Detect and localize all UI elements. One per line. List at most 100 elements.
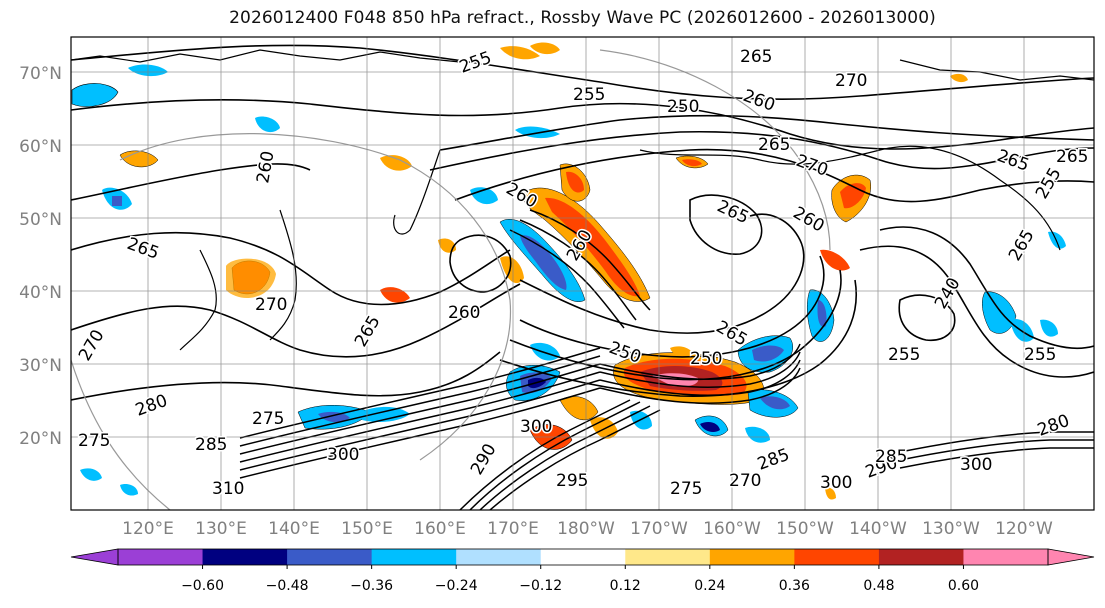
- contour-label: 275: [252, 409, 284, 429]
- contour-line: [519, 255, 825, 358]
- contour-label: 255: [888, 345, 920, 365]
- contour-line: [859, 245, 1094, 378]
- contour-line: [509, 229, 625, 329]
- colorbar-tick-label: 0.12: [610, 578, 641, 594]
- anomaly-patch: [500, 256, 524, 284]
- contour-line: [71, 44, 1094, 100]
- contour-line: [529, 209, 651, 311]
- contour-line: [71, 98, 1094, 150]
- colorbar-bin: [709, 549, 795, 565]
- anomaly-patch: [745, 426, 770, 443]
- colorbar-tick-label: −0.12: [519, 578, 562, 594]
- contour-label: 270: [729, 471, 761, 491]
- anomaly-patch: [820, 249, 850, 271]
- anomaly-patch: [226, 258, 276, 298]
- contour-line: [71, 231, 511, 306]
- lon-label: 170°E: [487, 519, 539, 539]
- colorbar-outline: [117, 548, 1049, 566]
- contour-line: [439, 114, 1094, 151]
- contour-line: [899, 431, 1094, 453]
- anomaly-patch: [670, 346, 694, 358]
- colorbar-tick-label: −0.48: [266, 578, 309, 594]
- contour-label: 270: [255, 295, 287, 315]
- contour-line: [429, 130, 1094, 171]
- anomaly-patch: [500, 46, 540, 60]
- contour-label: 260: [448, 303, 480, 323]
- colorbar-tick-label: 0.48: [863, 578, 894, 594]
- anomaly-patch: [752, 345, 784, 362]
- latitude-labels: 70°N 60°N 50°N 40°N 30°N 20°N: [19, 64, 62, 449]
- contour-label: 275: [78, 431, 110, 451]
- contour-line: [239, 371, 601, 463]
- contour-line: [879, 226, 1094, 350]
- anomaly-patch: [982, 291, 1017, 334]
- contour-line: [599, 351, 801, 388]
- coastline: [639, 145, 1061, 251]
- colorbar-bin: [963, 549, 1049, 565]
- contour-line: [239, 363, 601, 455]
- contour-label: 300: [820, 473, 852, 493]
- contour-label: 275: [670, 479, 702, 499]
- anomaly-patch: [80, 468, 102, 481]
- lon-label: 160°W: [703, 519, 761, 539]
- jet-contours: [239, 209, 1094, 510]
- contour-line: [71, 283, 521, 358]
- anomaly-patch: [380, 155, 412, 171]
- contour-line: [454, 148, 1094, 203]
- contour-line: [71, 351, 501, 401]
- anomaly-patch: [255, 116, 280, 133]
- lat-label: 50°N: [19, 210, 62, 230]
- anomaly-patch: [1048, 231, 1066, 249]
- lon-label: 120°W: [995, 519, 1053, 539]
- contour-line: [519, 213, 805, 334]
- coastline: [269, 209, 297, 341]
- anomaly-patch: [1040, 319, 1058, 337]
- contour-line: [898, 294, 956, 341]
- contour-line: [449, 234, 512, 293]
- contour-label: 265: [740, 47, 772, 67]
- colorbar-tick-label: −0.24: [435, 578, 478, 594]
- contour-line: [459, 399, 631, 510]
- colorbar-bin: [540, 549, 626, 565]
- lon-label: 140°W: [849, 519, 907, 539]
- shaded-anomalies: [71, 42, 1066, 500]
- lat-label: 60°N: [19, 137, 62, 157]
- colorbar-bin: [202, 549, 288, 565]
- anomaly-patch: [682, 159, 702, 167]
- anomaly-patch: [520, 235, 567, 290]
- anomaly-patch: [120, 484, 138, 496]
- colorbar-bin: [456, 549, 542, 565]
- contour-label: 295: [556, 471, 588, 491]
- contour-label: 250: [690, 349, 722, 369]
- anomaly-patch: [950, 73, 968, 83]
- colorbar-tick-label: 0.60: [948, 578, 979, 594]
- colorbar-extend-low: [70, 548, 119, 566]
- colorbar-tick-label: 0.24: [694, 578, 725, 594]
- colorbar-bin: [625, 549, 711, 565]
- plot-frame: [70, 36, 1095, 511]
- anomaly-patch: [817, 300, 827, 327]
- colorbar: [70, 548, 1095, 566]
- colorbar-tick-label: 0.36: [779, 578, 810, 594]
- lon-label: 120°E: [122, 519, 174, 539]
- coastlines: [71, 49, 1094, 351]
- contour-label: 265: [1056, 147, 1088, 167]
- colorbar-bin: [794, 549, 880, 565]
- lon-label: 140°E: [268, 519, 320, 539]
- anomaly-patch: [530, 342, 560, 361]
- contour-line: [239, 347, 601, 439]
- anomaly-patch: [119, 150, 159, 168]
- lat-label: 30°N: [19, 356, 62, 376]
- region-arc: [119, 133, 512, 461]
- anomaly-patch: [112, 196, 122, 206]
- anomaly-patch: [318, 411, 350, 423]
- colorbar-tick-label: −0.36: [350, 578, 393, 594]
- colorbar-bin: [371, 549, 457, 565]
- anomaly-patch: [700, 422, 720, 432]
- contour-line: [899, 447, 1094, 469]
- lon-label: 150°E: [341, 519, 393, 539]
- contour-line: [599, 359, 801, 396]
- contour-label: 300: [960, 455, 992, 475]
